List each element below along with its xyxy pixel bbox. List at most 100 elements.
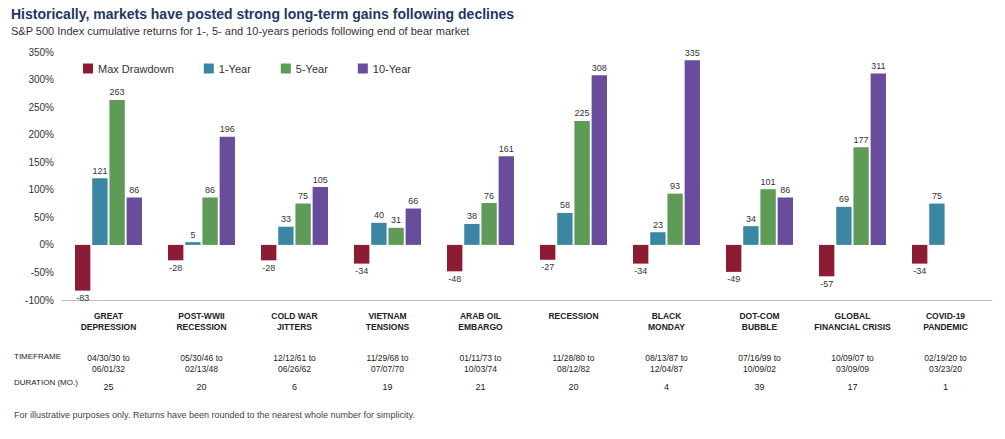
svg-text:Historically, markets have pos: Historically, markets have posted strong… (11, 6, 514, 22)
svg-text:66: 66 (408, 196, 418, 206)
svg-text:-100%: -100% (25, 295, 54, 306)
svg-text:03/23/20: 03/23/20 (929, 364, 962, 374)
svg-text:225: 225 (575, 108, 590, 118)
svg-text:For illustrative purposes only: For illustrative purposes only. Returns … (14, 410, 415, 420)
svg-text:308: 308 (592, 63, 607, 73)
svg-text:5: 5 (190, 230, 195, 240)
svg-text:COLD WAR: COLD WAR (271, 311, 317, 321)
svg-text:VIETNAM: VIETNAM (368, 311, 406, 321)
svg-text:20: 20 (196, 382, 206, 392)
svg-text:50%: 50% (34, 212, 54, 223)
svg-text:69: 69 (839, 194, 849, 204)
svg-text:08/13/87 to: 08/13/87 to (645, 353, 688, 363)
svg-text:101: 101 (761, 177, 776, 187)
svg-text:BUBBLE: BUBBLE (742, 322, 778, 332)
svg-text:5-Year: 5-Year (296, 63, 328, 75)
svg-text:JITTERS: JITTERS (277, 322, 312, 332)
svg-text:GREAT: GREAT (94, 311, 124, 321)
svg-text:03/09/09: 03/09/09 (836, 364, 869, 374)
svg-text:EMBARGO: EMBARGO (458, 322, 503, 332)
svg-text:06/26/62: 06/26/62 (278, 364, 311, 374)
svg-text:MONDAY: MONDAY (648, 322, 685, 332)
svg-text:100%: 100% (28, 184, 54, 195)
svg-text:31: 31 (391, 215, 401, 225)
svg-text:10/09/02: 10/09/02 (743, 364, 776, 374)
svg-text:33: 33 (281, 214, 291, 224)
svg-text:COVID-19: COVID-19 (926, 311, 965, 321)
svg-text:1-Year: 1-Year (219, 63, 251, 75)
svg-text:0%: 0% (40, 239, 55, 250)
svg-text:PANDEMIC: PANDEMIC (923, 322, 968, 332)
svg-text:40: 40 (374, 210, 384, 220)
svg-text:RECESSION: RECESSION (548, 311, 598, 321)
svg-text:10/03/74: 10/03/74 (464, 364, 497, 374)
svg-text:20: 20 (568, 382, 578, 392)
svg-text:39: 39 (754, 382, 764, 392)
svg-text:04/30/30 to: 04/30/30 to (87, 353, 130, 363)
svg-text:-49: -49 (727, 274, 740, 284)
svg-text:06/01/32: 06/01/32 (92, 364, 125, 374)
svg-text:75: 75 (932, 191, 942, 201)
svg-text:161: 161 (499, 144, 514, 154)
svg-text:02/19/20 to: 02/19/20 to (924, 353, 967, 363)
svg-text:01/11/73 to: 01/11/73 to (460, 353, 502, 363)
svg-text:BLACK: BLACK (652, 311, 683, 321)
svg-text:02/13/48: 02/13/48 (185, 364, 218, 374)
svg-text:07/07/70: 07/07/70 (371, 364, 404, 374)
svg-text:75: 75 (298, 191, 308, 201)
svg-text:250%: 250% (28, 102, 54, 113)
svg-text:DURATION (MO.): DURATION (MO.) (14, 378, 78, 387)
svg-text:76: 76 (484, 191, 494, 201)
svg-text:POST-WWII: POST-WWII (178, 311, 224, 321)
svg-text:86: 86 (780, 185, 790, 195)
svg-text:07/16/99 to: 07/16/99 to (738, 353, 781, 363)
svg-text:25: 25 (103, 382, 113, 392)
svg-text:TIMEFRAME: TIMEFRAME (14, 352, 61, 361)
svg-text:105: 105 (313, 175, 328, 185)
svg-text:08/12/82: 08/12/82 (557, 364, 590, 374)
svg-text:311: 311 (871, 61, 885, 71)
svg-text:93: 93 (670, 181, 680, 191)
svg-text:21: 21 (475, 382, 485, 392)
svg-text:86: 86 (129, 185, 139, 195)
svg-text:86: 86 (205, 185, 215, 195)
svg-text:-48: -48 (448, 274, 461, 284)
svg-text:200%: 200% (28, 129, 54, 140)
svg-text:23: 23 (653, 220, 663, 230)
svg-text:12/04/87: 12/04/87 (650, 364, 683, 374)
svg-text:121: 121 (92, 166, 107, 176)
svg-text:TENSIONS: TENSIONS (366, 322, 410, 332)
svg-text:DOT-COM: DOT-COM (739, 311, 779, 321)
svg-text:-34: -34 (913, 266, 926, 276)
svg-text:FINANCIAL CRISIS: FINANCIAL CRISIS (814, 322, 891, 332)
svg-text:335: 335 (685, 48, 700, 58)
svg-text:-27: -27 (541, 262, 554, 272)
svg-text:263: 263 (110, 87, 125, 97)
svg-text:34: 34 (746, 214, 756, 224)
svg-text:GLOBAL: GLOBAL (835, 311, 871, 321)
svg-text:177: 177 (854, 135, 869, 145)
svg-text:05/30/46 to: 05/30/46 to (180, 353, 223, 363)
svg-text:-50%: -50% (31, 267, 54, 278)
svg-text:-57: -57 (820, 279, 833, 289)
svg-text:RECESSION: RECESSION (176, 322, 226, 332)
svg-text:300%: 300% (28, 74, 54, 85)
svg-text:150%: 150% (28, 157, 54, 168)
svg-text:Max Drawdown: Max Drawdown (98, 63, 174, 75)
svg-text:ARAB OIL: ARAB OIL (460, 311, 501, 321)
svg-text:11/28/80 to: 11/28/80 to (553, 353, 595, 363)
svg-text:4: 4 (664, 382, 669, 392)
svg-text:-34: -34 (355, 266, 368, 276)
svg-text:12/12/61 to: 12/12/61 to (273, 353, 316, 363)
svg-text:6: 6 (292, 382, 297, 392)
svg-text:-83: -83 (76, 293, 89, 303)
svg-text:350%: 350% (28, 47, 54, 58)
svg-text:10/09/07 to: 10/09/07 to (831, 353, 874, 363)
svg-text:10-Year: 10-Year (373, 63, 411, 75)
svg-text:38: 38 (467, 211, 477, 221)
svg-text:S&P 500 Index cumulative retur: S&P 500 Index cumulative returns for 1-,… (11, 25, 469, 37)
svg-text:11/29/68 to: 11/29/68 to (367, 353, 409, 363)
svg-text:19: 19 (382, 382, 392, 392)
svg-text:17: 17 (847, 382, 857, 392)
svg-text:1: 1 (943, 382, 948, 392)
